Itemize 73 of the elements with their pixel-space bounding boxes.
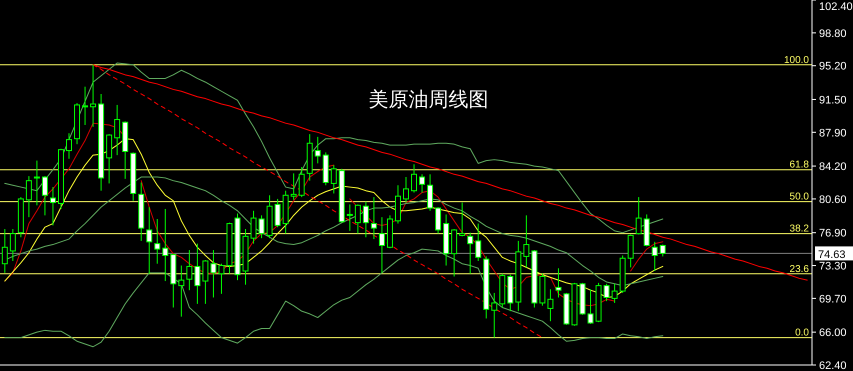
candlestick <box>218 263 224 294</box>
ref-line-label: 74.63 <box>818 248 846 261</box>
candlestick <box>146 206 152 274</box>
candlestick <box>114 104 120 156</box>
candlestick <box>250 210 257 244</box>
candlestick <box>186 250 192 291</box>
candlestick <box>451 228 458 277</box>
candlestick <box>362 201 369 238</box>
y-tick-label: 69.70 <box>819 293 847 306</box>
candlestick <box>50 186 56 226</box>
candlestick <box>403 176 409 204</box>
candlestick <box>82 86 88 126</box>
candlestick <box>411 164 418 194</box>
candlestick <box>636 196 642 236</box>
candlestick <box>210 250 216 298</box>
candlestick <box>178 265 184 318</box>
annotation: 100.0 <box>784 54 810 66</box>
candlestick <box>10 228 16 262</box>
candlestick <box>314 136 321 164</box>
candlestick <box>162 208 168 282</box>
candlestick <box>427 174 434 212</box>
ref-label: 74.63 <box>815 246 853 261</box>
candlestick <box>370 196 377 240</box>
candlestick <box>547 288 554 322</box>
candlestick <box>26 176 32 218</box>
y-tick-label: 62.40 <box>819 360 847 371</box>
y-tick-label: 87.90 <box>819 127 847 140</box>
candlestick <box>435 206 442 234</box>
candlestick <box>154 218 160 264</box>
y-tick-label: 66.00 <box>819 327 847 340</box>
candlestick <box>258 214 265 239</box>
y-tick-label: 76.90 <box>819 228 847 240</box>
candlestick <box>628 234 634 268</box>
y-tick-label: 91.50 <box>819 94 847 106</box>
candlestick <box>106 134 112 184</box>
annotation: 0.0 <box>795 328 810 339</box>
candlestick <box>2 228 8 274</box>
candlestick <box>202 260 208 304</box>
y-tick-label: 73.30 <box>819 260 847 273</box>
candlestick <box>467 232 474 274</box>
candlestick <box>555 268 562 298</box>
candlestick <box>491 292 498 338</box>
candlestick <box>419 174 426 194</box>
candlestick <box>588 288 594 324</box>
candlestick <box>346 204 353 232</box>
candlestick <box>298 166 305 198</box>
candlestick <box>459 202 466 237</box>
text: 美原油周线图 <box>368 88 489 111</box>
candlestick <box>354 204 361 234</box>
annotation: 23.6 <box>790 264 810 275</box>
candlestick <box>290 172 297 200</box>
candlestick <box>523 214 530 268</box>
y-tick-label: 80.60 <box>819 194 847 206</box>
candlestick <box>612 283 618 304</box>
candlestick <box>194 243 200 304</box>
candlestick <box>34 160 40 206</box>
annotation: 61.8 <box>790 160 810 171</box>
candlestick <box>660 244 666 257</box>
y-tick-label: 95.20 <box>819 60 847 73</box>
annotation: 38.2 <box>790 224 810 235</box>
annotation: 50.0 <box>790 192 810 203</box>
y-tick-label: 98.80 <box>819 28 847 40</box>
candlestick <box>652 241 658 272</box>
candlestick <box>66 132 72 160</box>
candlestick <box>475 223 482 262</box>
candlestick <box>378 216 385 274</box>
candlestick <box>90 64 96 128</box>
candlestick <box>330 164 337 194</box>
candlestick <box>274 198 281 228</box>
y-tick-label: 102.40 <box>819 1 853 13</box>
candlestick <box>42 176 48 216</box>
y-tick-label: 84.20 <box>819 161 847 174</box>
candlestick <box>604 283 610 302</box>
